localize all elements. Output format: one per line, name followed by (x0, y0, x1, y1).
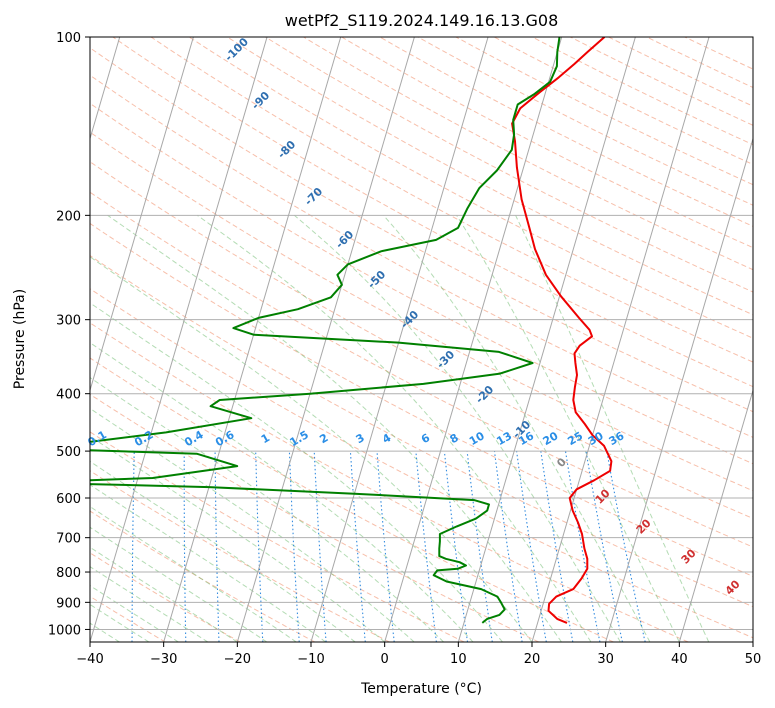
isotherm-gridline (457, 37, 636, 642)
dry-adiabats (90, 37, 753, 642)
mixing-ratio-line (82, 451, 88, 642)
mixing-ratio-line (564, 451, 601, 642)
isotherm-gridline (752, 640, 753, 642)
moist-adiabat-line (90, 460, 356, 642)
dry-adiabat-line (90, 222, 753, 577)
mixing-ratio-line (415, 451, 437, 642)
mixing-ratio-line (585, 451, 623, 642)
mixing-ratio-line (516, 451, 547, 642)
dry-adiabat-line (90, 254, 753, 608)
x-tick-label: −20 (224, 652, 251, 667)
x-axis-label: Temperature (°C) (360, 681, 482, 697)
grid-lines (90, 37, 753, 642)
moist-adiabat-line (90, 505, 297, 642)
dry-adiabat-line (90, 191, 753, 548)
y-tick-label: 300 (56, 314, 81, 329)
isotherm-gridline (163, 37, 342, 642)
y-tick-label: 600 (56, 492, 81, 507)
dewpoint-profile-line (90, 37, 561, 624)
moist-adiabat-line (90, 435, 386, 642)
x-tick-label: −30 (150, 652, 177, 667)
isotherm-gridline (90, 37, 194, 393)
y-tick-label: 200 (56, 209, 81, 224)
moist-adiabat-line (90, 526, 268, 642)
dry-adiabat-line (90, 47, 753, 413)
moist-adiabat-line (90, 376, 444, 642)
moist-adiabat-line (90, 484, 326, 642)
dry-adiabat-line (90, 74, 753, 438)
dry-adiabat-line (90, 322, 689, 642)
moist-adiabat-line (90, 342, 474, 642)
y-axis-label: Pressure (hPa) (12, 289, 28, 389)
x-tick-label: 50 (745, 652, 762, 667)
dry-adiabat-line (265, 37, 753, 293)
dry-adiabat-line (90, 393, 540, 642)
moist-adiabat-line (90, 407, 415, 642)
temperature-profile-line (511, 37, 613, 624)
moist-adiabat-line (90, 256, 533, 642)
dry-adiabat-line (90, 470, 390, 642)
y-tick-label: 500 (56, 445, 81, 460)
mixing-ratio-line (443, 451, 469, 642)
dry-adiabat-line (90, 357, 614, 642)
dry-adiabat-line (90, 595, 166, 642)
dry-adiabat-line (90, 102, 753, 465)
x-tick-label: 0 (381, 652, 389, 667)
x-tick-label: 30 (597, 652, 614, 667)
plot-frame (89, 36, 754, 643)
moist-adiabat-line (90, 302, 503, 642)
isotherm-gridline (384, 37, 563, 642)
x-tick-label: −40 (76, 652, 103, 667)
x-tick-label: −10 (297, 652, 324, 667)
plot-background (90, 37, 753, 642)
moist-adiabat-line (293, 214, 621, 642)
moist-adiabat-line (456, 215, 680, 642)
y-tick-label: 800 (56, 566, 81, 581)
dry-adiabat-line (90, 552, 241, 642)
y-axis-ticks: 100 200 300 400 500 600 700 800 900 1000 (48, 31, 90, 638)
chart-title: wetPf2_S119.2024.149.16.13.G08 (285, 11, 559, 31)
moist-adiabat-line (197, 214, 592, 642)
y-tick-label: 900 (56, 596, 81, 611)
x-tick-label: 40 (671, 652, 688, 667)
moist-adiabat-line (90, 546, 238, 642)
mixing-ratio-line (493, 451, 523, 642)
isotherm-gridline (678, 388, 753, 642)
mixing-ratio-line (606, 451, 646, 642)
moist-adiabats (90, 214, 710, 642)
mixing-ratio-line (466, 451, 493, 642)
dry-adiabat-line (90, 161, 753, 520)
isotherm-gridline (90, 37, 268, 642)
x-tick-label: 10 (450, 652, 467, 667)
moist-adiabat-line (383, 214, 651, 642)
y-tick-label: 1000 (48, 623, 81, 638)
isotherm-gridline (531, 37, 710, 642)
y-tick-label: 400 (56, 388, 81, 403)
dry-adiabat-line (90, 288, 753, 639)
dry-adiabat-line (112, 37, 753, 388)
y-tick-label: 700 (56, 532, 81, 547)
y-tick-label: 100 (56, 31, 81, 46)
isotherm-gridline (310, 37, 489, 642)
profile-series (90, 37, 613, 624)
moist-adiabat-line (515, 215, 710, 642)
x-axis-ticks: −40 −30 −20 −10 0 10 20 30 40 50 (76, 642, 761, 667)
isotherm-gridline (605, 136, 753, 642)
x-tick-label: 20 (524, 652, 541, 667)
